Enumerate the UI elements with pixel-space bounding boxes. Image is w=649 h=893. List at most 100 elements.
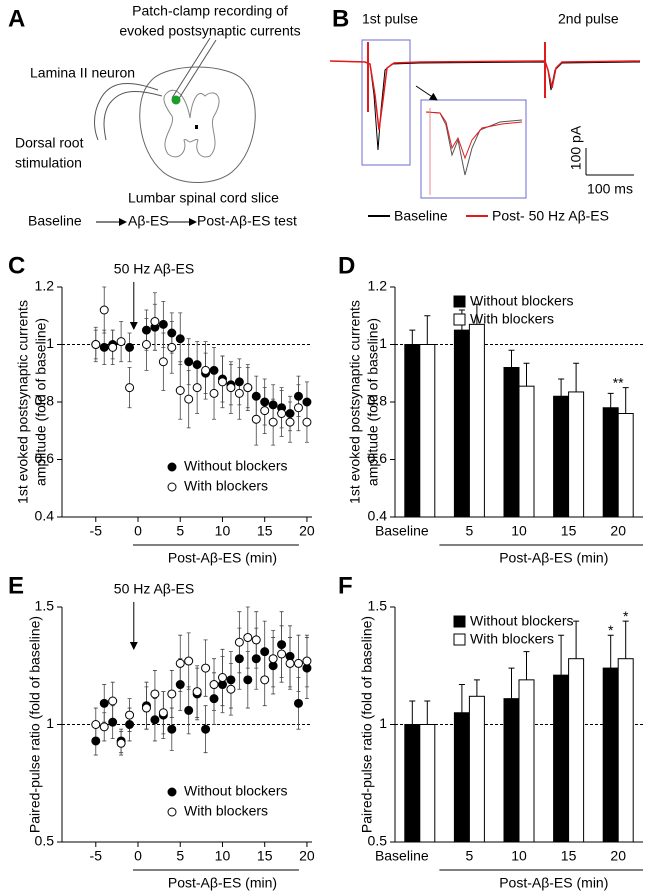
error-bar <box>523 362 530 387</box>
point <box>260 397 270 407</box>
neuron <box>171 95 181 105</box>
significance: * <box>623 608 629 624</box>
error-bar <box>508 667 515 699</box>
inset-baseline <box>425 111 523 176</box>
point <box>234 388 244 398</box>
point <box>150 715 160 725</box>
point <box>175 680 185 690</box>
electrode <box>171 37 217 101</box>
x-tick-label: 10 <box>215 523 231 539</box>
bar <box>404 344 421 518</box>
error-bar <box>424 315 431 345</box>
point <box>209 388 219 398</box>
point <box>251 635 261 645</box>
bar <box>602 667 619 843</box>
bar <box>419 344 436 518</box>
point <box>116 337 126 347</box>
bar <box>617 413 634 518</box>
y-tick-label: 1 <box>46 715 54 731</box>
point <box>99 722 109 732</box>
point <box>158 319 168 329</box>
error-bar <box>473 679 480 697</box>
x-tick-label: 5 <box>466 848 474 864</box>
bar <box>568 391 585 518</box>
error-bar <box>523 651 530 680</box>
point <box>150 689 160 699</box>
y-axis-label: 1st evoked postsynaptic currents <box>15 300 31 504</box>
bar <box>617 658 634 843</box>
legend-label: Post- 50 Hz Aβ-ES <box>492 208 609 224</box>
legend-label: With blockers <box>184 478 268 494</box>
error-bar <box>508 349 515 368</box>
point <box>277 649 287 659</box>
point <box>201 724 211 734</box>
x-tick-label: Baseline <box>375 848 429 864</box>
significance: ** <box>613 374 624 390</box>
error-bar <box>607 392 614 408</box>
zoom-box <box>361 39 411 166</box>
legend-marker <box>167 807 177 817</box>
protocol-step: Baseline <box>28 213 82 229</box>
bar <box>419 724 436 843</box>
y-tick-label: 0.6 <box>35 450 55 466</box>
x-tick-label: 5 <box>176 848 184 864</box>
point <box>268 654 278 664</box>
legend-label: With blockers <box>470 311 554 327</box>
y-axis-label: amplitude (fold of baseline) <box>365 318 381 486</box>
point <box>293 698 303 708</box>
trace-post <box>329 60 641 131</box>
inset-post <box>425 111 523 160</box>
point <box>226 383 236 393</box>
error-bar <box>473 303 480 325</box>
panel-a: A Patch-clamp recording of evoked postsy… <box>8 3 301 229</box>
y-tick-label: 1.2 <box>368 278 388 294</box>
point <box>175 658 185 668</box>
x-tick-label: -5 <box>90 848 103 864</box>
bar <box>453 329 470 518</box>
point <box>175 334 185 344</box>
point <box>285 658 295 668</box>
panel-letter: A <box>8 5 25 32</box>
point <box>150 317 160 326</box>
point <box>217 377 227 387</box>
x-tick-label: 20 <box>610 848 626 864</box>
point <box>277 409 287 418</box>
pulse-label: 1st pulse <box>362 11 418 27</box>
x-tick-label: 15 <box>257 848 273 864</box>
x-axis-label: Post-Aβ-ES (min) <box>499 550 608 566</box>
error-bar <box>558 634 565 676</box>
y-tick-label: 0.4 <box>368 508 388 524</box>
point <box>175 386 185 395</box>
point <box>285 417 295 427</box>
point <box>234 377 244 387</box>
point <box>167 689 177 699</box>
slice-label: Lumbar spinal cord slice <box>128 190 279 206</box>
point <box>251 654 261 664</box>
gray-matter <box>163 89 220 158</box>
y-tick-label: 1 <box>46 335 54 351</box>
y-tick-label: 1 <box>379 715 387 731</box>
point <box>302 397 312 407</box>
point <box>260 647 270 657</box>
point <box>260 406 270 416</box>
bar <box>503 367 520 518</box>
stim-label: Dorsal root <box>15 135 84 151</box>
y-tick-label: 1.5 <box>35 598 55 614</box>
error-bar <box>409 700 416 725</box>
y-tick-label: 1.2 <box>35 278 55 294</box>
dorsal-root <box>94 82 163 141</box>
point <box>192 383 202 393</box>
x-tick-label: -5 <box>90 523 103 539</box>
panel-letter: B <box>332 5 349 32</box>
pulse-label: 2nd pulse <box>558 11 619 27</box>
central-canal <box>195 125 198 129</box>
point <box>125 383 135 393</box>
point <box>209 694 219 704</box>
point <box>234 654 244 664</box>
x-tick-label: 15 <box>561 848 577 864</box>
scale-label: 100 ms <box>587 181 633 197</box>
point <box>91 736 101 746</box>
point <box>167 724 177 734</box>
point <box>234 637 244 647</box>
point <box>125 342 135 352</box>
